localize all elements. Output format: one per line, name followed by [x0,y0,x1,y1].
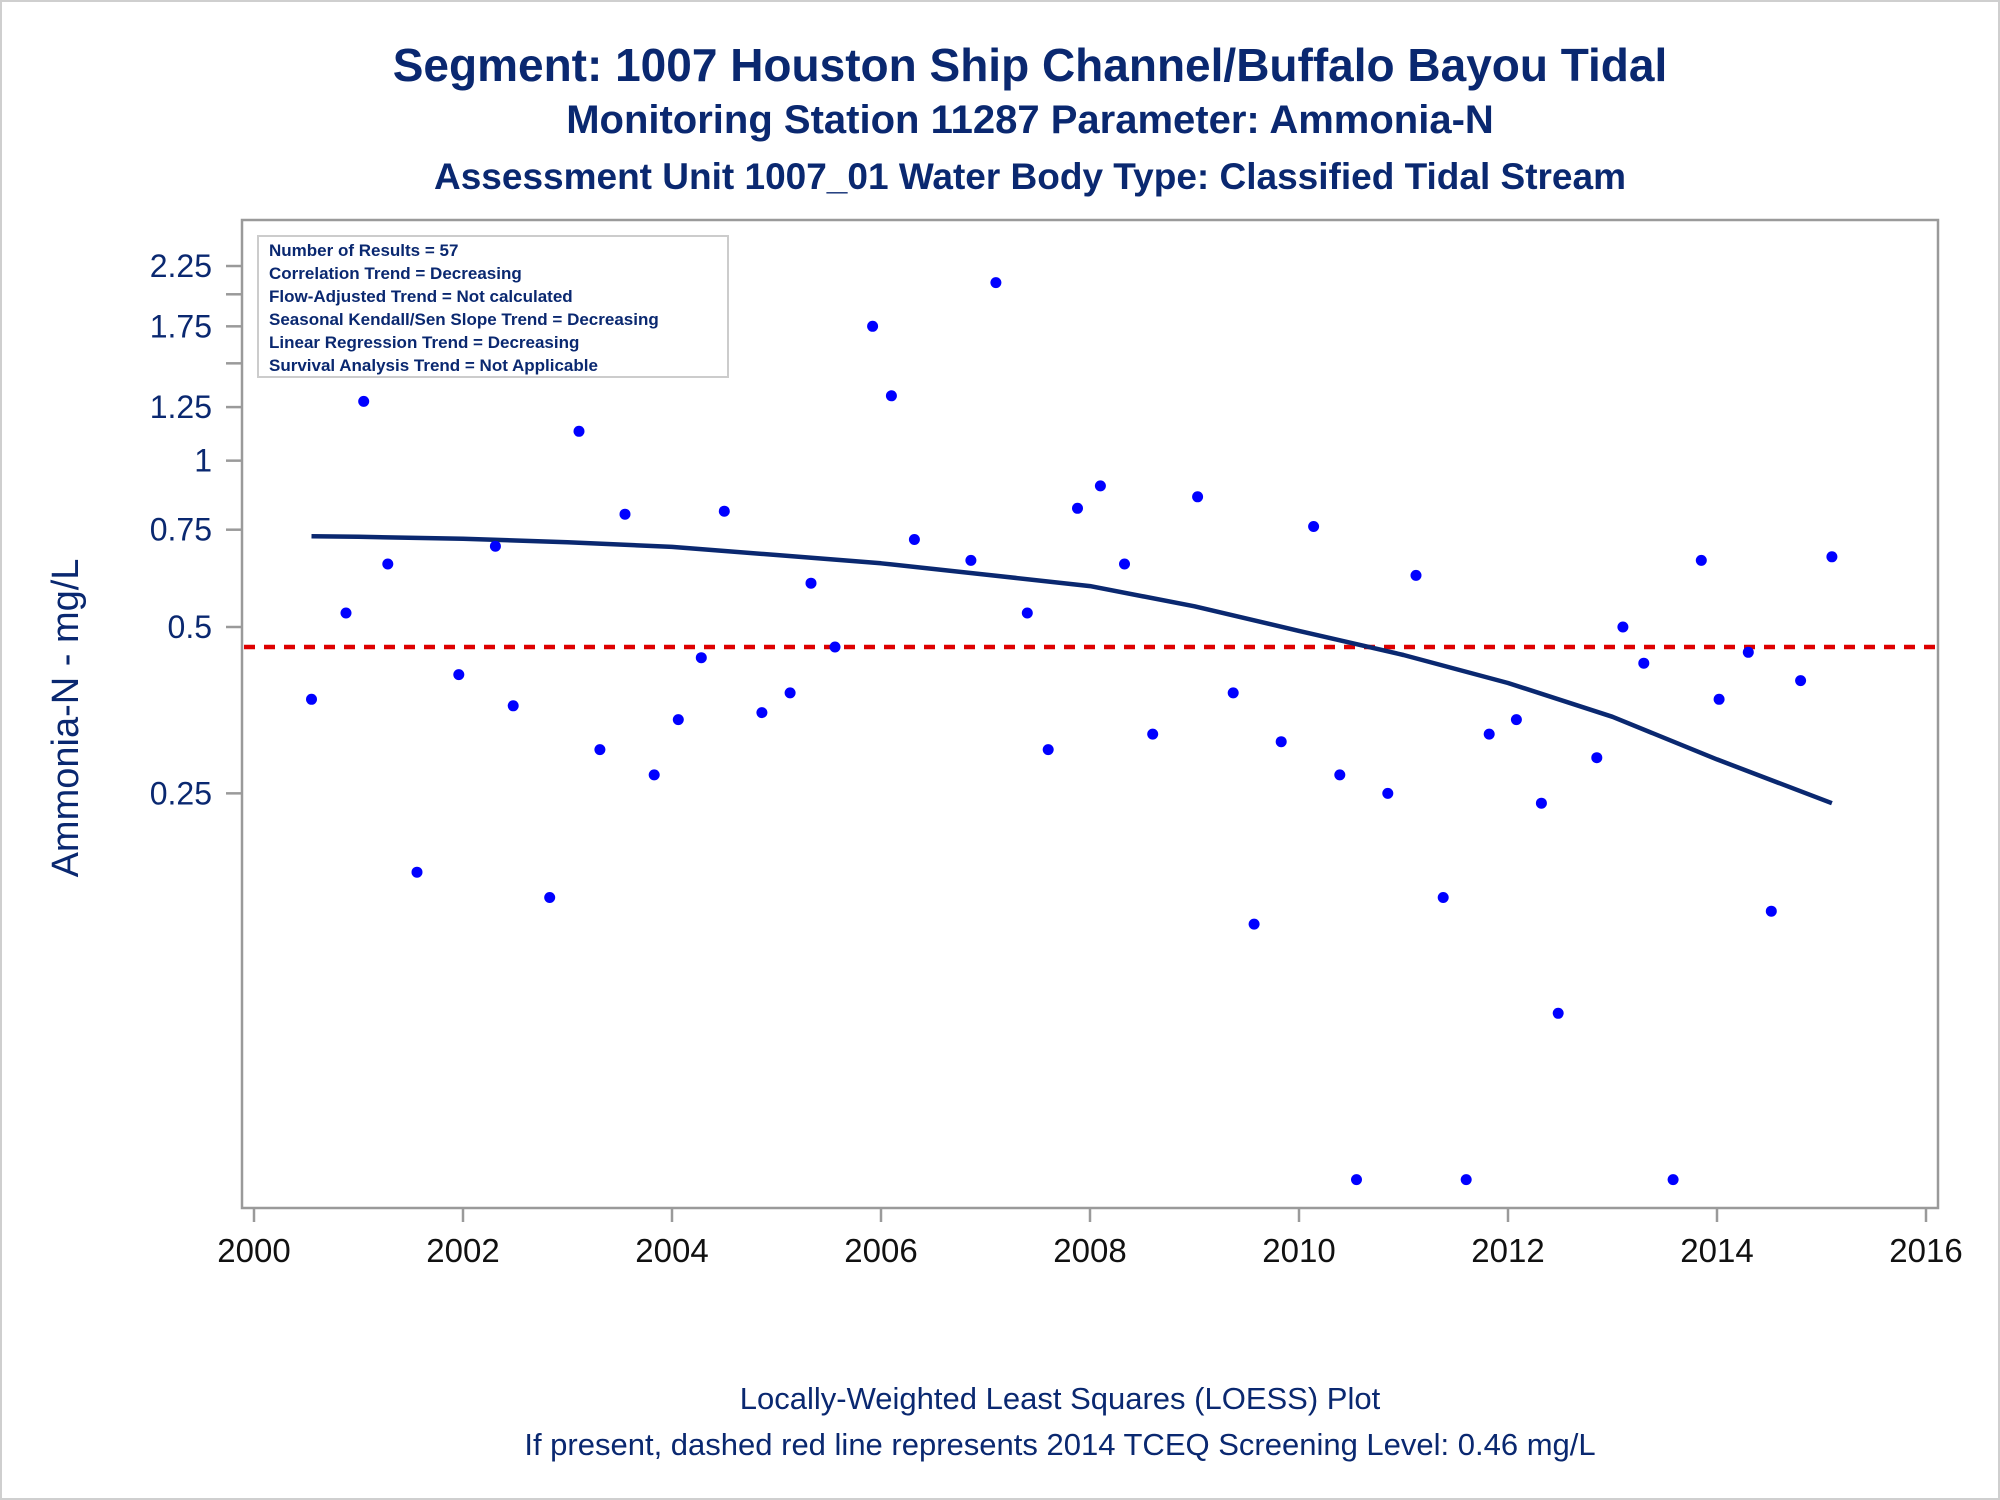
x-tick-label: 2008 [1053,1232,1126,1269]
y-tick-label: 2.25 [150,248,212,284]
data-point [1147,728,1159,740]
data-point [1552,1007,1564,1019]
data-point [1119,558,1130,570]
data-point [453,669,465,681]
data-point [1308,521,1320,532]
data-point [1072,502,1083,514]
data-point [1638,657,1650,669]
data-point [594,744,606,756]
footnote-loess: Locally-Weighted Least Squares (LOESS) P… [739,1381,1381,1416]
data-point [544,892,556,903]
data-point [1483,728,1495,740]
trend-info-box-frame [257,235,729,378]
data-point [908,534,920,545]
data-point [672,714,684,726]
data-point [1826,551,1838,563]
data-point [1535,797,1547,809]
chart-title: Segment: 1007 Houston Ship Channel/Buffa… [392,39,1668,91]
data-point [1795,675,1807,687]
data-point [573,425,585,437]
y-tick-label: 1 [194,443,212,479]
data-point [1227,687,1239,699]
y-tick-label: 1.75 [150,308,212,344]
data-point [1248,918,1260,930]
data-point [1275,736,1287,748]
footnote-screening-level: If present, dashed red line represents 2… [524,1427,1596,1462]
info-seasonal-kendall-trend: Seasonal Kendall/Sen Slope Trend = Decre… [269,310,659,329]
data-point [1591,752,1603,764]
x-tick-label: 2014 [1680,1232,1753,1269]
data-point [340,607,352,619]
data-point [1617,621,1629,633]
chart-subtitle-station: Monitoring Station 11287 Parameter: Ammo… [566,98,1494,142]
data-point [306,693,317,705]
data-point [1042,744,1054,756]
info-correlation-trend: Correlation Trend = Decreasing [269,264,522,283]
y-tick-label: 0.5 [168,609,212,645]
data-point [965,554,977,566]
info-flow-adjusted-trend: Flow-Adjusted Trend = Not calculated [269,287,573,306]
data-point [1021,607,1033,619]
loess-curve [311,533,1833,806]
x-tick-label: 2006 [844,1232,917,1269]
x-tick-label: 2004 [635,1232,708,1269]
data-point [885,390,897,402]
data-point [1192,491,1204,503]
x-tick-label: 2000 [217,1232,290,1269]
x-tick-label: 2016 [1889,1232,1962,1269]
data-point [1460,1174,1472,1186]
data-point [867,320,879,332]
data-point [1351,1174,1362,1186]
data-point [489,540,501,552]
data-point [358,395,370,407]
data-point [1382,787,1394,799]
x-tick-label: 2002 [426,1232,499,1269]
data-point [756,707,768,719]
data-point [411,866,423,878]
data-point [718,505,730,517]
y-tick-label: 1.25 [150,389,212,425]
y-tick-label: 0.25 [150,775,212,811]
x-tick-label: 2010 [1262,1232,1335,1269]
data-point [1334,769,1346,781]
data-point [507,700,519,712]
data-point [1765,905,1777,917]
data-point [990,277,1002,289]
data-point [695,652,707,664]
data-point [1742,646,1754,658]
trend-info-box: Number of Results = 57 Correlation Trend… [257,235,729,378]
plot-area-frame [240,218,1940,1210]
data-point [784,687,796,699]
data-point [1410,569,1422,581]
y-tick-label: 0.75 [150,512,212,548]
data-point [382,558,394,570]
data-point [1510,714,1522,726]
data-point [619,508,631,520]
info-linear-regression-trend: Linear Regression Trend = Decreasing [269,333,579,352]
y-axis-label: Ammonia-N - mg/L [45,559,87,878]
info-survival-analysis-trend: Survival Analysis Trend = Not Applicable [269,356,598,375]
data-point [829,641,841,653]
x-tick-label: 2012 [1471,1232,1544,1269]
data-point [1695,554,1707,566]
info-number-of-results: Number of Results = 57 [269,241,458,260]
data-point [648,769,660,781]
data-point [1667,1174,1679,1186]
data-point [1437,892,1449,903]
data-point [1094,480,1106,492]
data-point [805,577,817,589]
data-point [1713,693,1725,705]
chart-subtitle-assessment: Assessment Unit 1007_01 Water Body Type:… [434,156,1626,197]
